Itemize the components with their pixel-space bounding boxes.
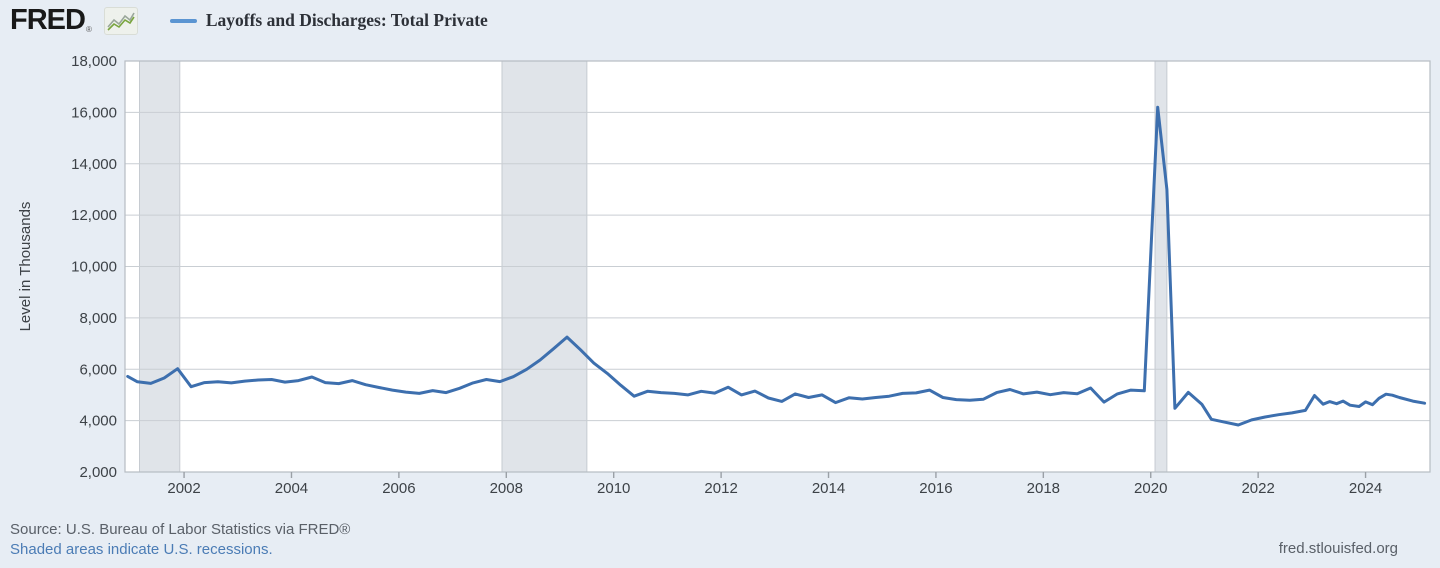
fred-sparkline-icon <box>103 6 138 35</box>
y-axis-tick-label: 10,000 <box>71 259 117 276</box>
legend-line-marker <box>169 18 197 23</box>
chart-legend: Layoffs and Discharges: Total Private <box>169 10 488 31</box>
chart-header: FRED ® Layoffs and Discharges: Total Pri… <box>10 6 488 35</box>
chart-canvas: 2,000 4,000 6,000 8,000 10,000 12,000 14,000 16… <box>17 53 1431 497</box>
x-axis-tick-label: 2008 <box>490 480 523 497</box>
registered-trademark: ® <box>85 25 92 34</box>
x-axis-tick-label: 2004 <box>275 480 308 497</box>
y-axis-tick-label: 12,000 <box>71 207 117 224</box>
x-axis-tick-label: 2016 <box>919 480 952 497</box>
data-line <box>126 105 1427 427</box>
fred-logo: FRED ® <box>10 6 92 35</box>
x-axis-tick-label: 2020 <box>1134 480 1167 497</box>
plot-border <box>124 60 1431 473</box>
x-axis-tick-label: 2024 <box>1349 480 1382 497</box>
y-axis-tick-label: 18,000 <box>71 53 117 70</box>
y-axis-tick-label: 8,000 <box>79 310 117 327</box>
y-axis-tick-label: 14,000 <box>71 156 117 173</box>
x-axis-tick-label: 2006 <box>382 480 415 497</box>
recessions-note-link[interactable]: Shaded areas indicate U.S. recessions. <box>10 541 273 558</box>
y-axis-tick-label: 4,000 <box>79 413 117 430</box>
y-axis-tick-label: 2,000 <box>79 464 117 481</box>
x-axis-tick-label: 2010 <box>597 480 630 497</box>
chart-area: 2,000 4,000 6,000 8,000 10,000 12,000 14,000 16… <box>17 53 1431 497</box>
x-axis-tick-label: 2018 <box>1027 480 1060 497</box>
x-axis-tick-label: 2002 <box>167 480 200 497</box>
footer: Source: U.S. Bureau of Labor Statistics … <box>10 520 350 560</box>
source-text: Source: U.S. Bureau of Labor Statistics … <box>10 521 351 538</box>
x-axis-tick-label: 2012 <box>704 480 737 497</box>
fred-site-link[interactable]: fred.stlouisfed.org <box>1278 540 1398 557</box>
y-axis-tick-label: 16,000 <box>71 104 117 121</box>
y-axis-tick-label: 6,000 <box>79 361 117 378</box>
y-axis-title: Level in Thousands <box>17 202 34 332</box>
x-axis-tick-label: 2014 <box>812 480 845 497</box>
legend-series-label: Layoffs and Discharges: Total Private <box>205 10 488 30</box>
fred-logo-text: FRED <box>10 4 86 36</box>
x-axis-tick-label: 2022 <box>1241 480 1274 497</box>
